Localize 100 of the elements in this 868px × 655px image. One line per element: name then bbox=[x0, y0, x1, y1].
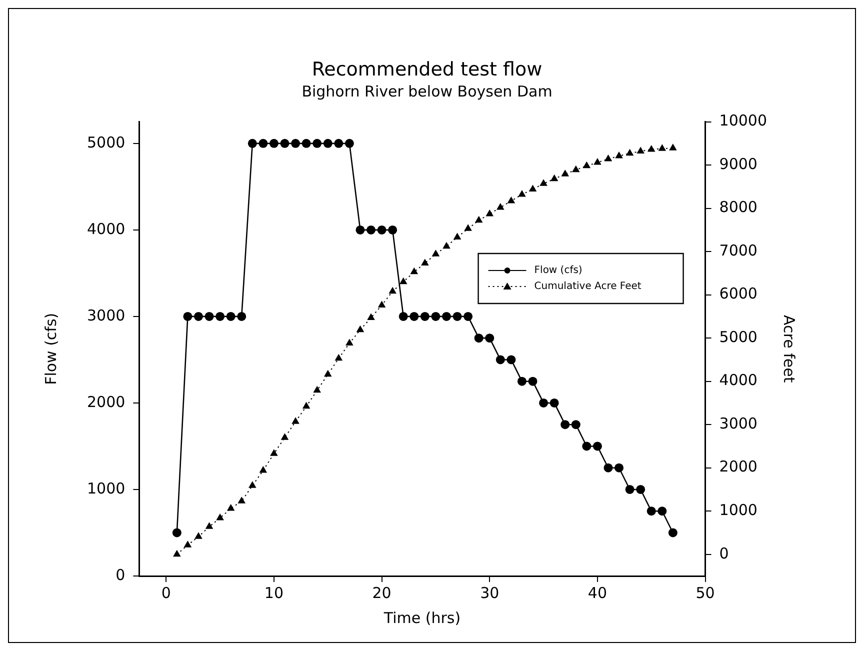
point bbox=[346, 338, 354, 346]
point bbox=[356, 225, 365, 234]
point bbox=[518, 190, 526, 197]
point bbox=[258, 138, 268, 148]
point bbox=[334, 138, 344, 148]
y2-tick-label: 10000 bbox=[719, 112, 767, 130]
point bbox=[636, 146, 644, 154]
point bbox=[646, 506, 656, 516]
x-axis-title: Time (hrs) bbox=[382, 608, 461, 627]
point bbox=[410, 267, 418, 274]
point bbox=[582, 442, 592, 451]
point bbox=[658, 144, 666, 151]
y2-tick-label: 7000 bbox=[719, 241, 758, 260]
y-axis-title: Flow (cfs) bbox=[42, 312, 60, 385]
chart-title: Recommended test flow bbox=[312, 58, 542, 80]
point bbox=[313, 386, 321, 393]
point bbox=[248, 138, 257, 148]
point bbox=[183, 312, 192, 321]
y2-tick-label: 9000 bbox=[719, 154, 758, 173]
point bbox=[366, 225, 376, 234]
point bbox=[280, 433, 289, 440]
point bbox=[259, 466, 268, 473]
point bbox=[614, 463, 624, 472]
x-tick-label: 30 bbox=[480, 584, 500, 602]
point bbox=[550, 398, 559, 408]
point bbox=[238, 496, 246, 504]
point bbox=[496, 202, 504, 210]
point bbox=[452, 312, 462, 321]
point bbox=[496, 355, 505, 364]
point bbox=[367, 313, 375, 320]
y2-tick-label: 5000 bbox=[719, 328, 758, 346]
y2-tick-label: 2000 bbox=[719, 458, 758, 476]
y-tick-label: 1000 bbox=[86, 479, 126, 498]
point bbox=[528, 376, 538, 386]
y-tick-label: 0 bbox=[116, 566, 126, 584]
point bbox=[540, 179, 548, 186]
point bbox=[377, 225, 386, 234]
y2-tick-label: 1000 bbox=[719, 501, 758, 520]
point bbox=[184, 540, 192, 548]
point bbox=[334, 354, 343, 361]
point bbox=[604, 463, 613, 472]
point bbox=[572, 165, 580, 172]
point bbox=[312, 138, 322, 148]
legend-label: Cumulative Acre Feet bbox=[534, 281, 642, 292]
legend-label: Flow (cfs) bbox=[534, 265, 582, 276]
point bbox=[194, 312, 203, 321]
y-tick-label: 3000 bbox=[86, 306, 126, 324]
point bbox=[216, 514, 224, 520]
point bbox=[194, 532, 202, 539]
x-tick-label: 20 bbox=[372, 584, 392, 602]
y2-axis-title: Acre feet bbox=[780, 315, 798, 383]
point bbox=[291, 138, 300, 148]
y2-tick-label: 4000 bbox=[719, 371, 758, 390]
point bbox=[582, 161, 591, 168]
y2-tick-label: 6000 bbox=[719, 284, 758, 303]
point bbox=[248, 481, 256, 488]
point bbox=[431, 312, 440, 321]
point bbox=[237, 312, 246, 321]
point bbox=[172, 528, 182, 538]
point bbox=[464, 224, 472, 231]
point bbox=[388, 286, 396, 294]
point bbox=[615, 151, 623, 158]
point bbox=[173, 550, 181, 557]
x-tick-label: 10 bbox=[264, 584, 284, 602]
point bbox=[378, 300, 386, 308]
point bbox=[528, 184, 537, 192]
point bbox=[474, 216, 483, 223]
point bbox=[204, 312, 214, 321]
point bbox=[226, 504, 235, 511]
point bbox=[356, 325, 364, 332]
point bbox=[302, 138, 311, 148]
point bbox=[592, 442, 602, 451]
x-tick-label: 40 bbox=[588, 584, 607, 602]
point bbox=[399, 277, 408, 284]
point bbox=[205, 522, 214, 529]
point bbox=[280, 138, 290, 148]
y-tick-label: 5000 bbox=[86, 133, 126, 152]
point bbox=[270, 449, 278, 456]
point bbox=[226, 312, 236, 321]
y2-tick-label: 3000 bbox=[719, 414, 758, 432]
point bbox=[442, 242, 450, 249]
x-tick-label: 0 bbox=[161, 584, 171, 602]
point bbox=[539, 398, 548, 408]
y2-tick-label: 8000 bbox=[719, 198, 758, 216]
chart-subtitle: Bighorn River below Boysen Dam bbox=[302, 82, 552, 101]
point bbox=[550, 174, 558, 182]
point bbox=[506, 355, 516, 364]
point bbox=[594, 158, 602, 165]
point bbox=[344, 138, 354, 148]
point bbox=[625, 484, 634, 494]
point bbox=[302, 402, 310, 409]
point bbox=[398, 312, 408, 321]
point bbox=[410, 312, 419, 321]
point bbox=[604, 154, 612, 162]
point bbox=[658, 506, 667, 516]
point bbox=[420, 312, 430, 321]
point bbox=[464, 312, 473, 321]
point bbox=[669, 144, 677, 150]
point bbox=[485, 334, 494, 343]
point bbox=[324, 370, 332, 377]
